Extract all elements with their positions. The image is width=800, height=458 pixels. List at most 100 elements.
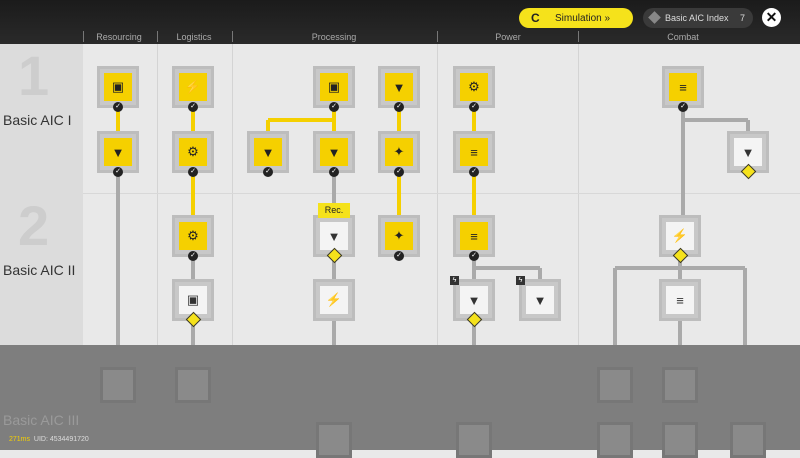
simulation-icon: C bbox=[531, 11, 540, 25]
tech-node[interactable]: ▣ ✓ bbox=[313, 66, 355, 112]
tech-node[interactable]: ▼ bbox=[727, 131, 769, 180]
connector-line bbox=[613, 268, 617, 345]
bolt-icon: ϟ bbox=[450, 276, 459, 285]
tech-node[interactable]: ⚙ ✓ bbox=[172, 131, 214, 177]
tech-node[interactable]: ▣ ✓ bbox=[97, 66, 139, 112]
search-icon bbox=[740, 163, 757, 180]
tier-numeral: 1 bbox=[18, 44, 50, 107]
tab-power[interactable]: Power bbox=[495, 32, 521, 42]
check-icon: ✓ bbox=[394, 167, 404, 177]
simulation-button[interactable]: C Simulation » bbox=[519, 8, 633, 28]
tech-node[interactable]: ⚡ bbox=[659, 215, 701, 264]
node-icon: ▣ bbox=[104, 73, 132, 101]
tier-label: Basic AIC I bbox=[3, 112, 72, 128]
locked-node bbox=[597, 367, 633, 403]
locked-node bbox=[662, 422, 698, 458]
tech-node[interactable]: ≡ ✓ bbox=[662, 66, 704, 112]
tech-node[interactable]: ≡ ✓ bbox=[453, 131, 495, 177]
node-icon: ✦ bbox=[385, 138, 413, 166]
tech-node[interactable]: ▼ ✓ bbox=[97, 131, 139, 177]
tech-node[interactable]: ▼ bbox=[313, 215, 355, 264]
node-icon: ▼ bbox=[385, 73, 413, 101]
tech-node[interactable]: ⚙ ✓ bbox=[172, 215, 214, 261]
uid: UID: 4534491720 bbox=[33, 436, 89, 443]
tech-node[interactable]: ▼ ✓ bbox=[378, 66, 420, 112]
tier-panel: 1 2 Basic AIC I Basic AIC II bbox=[0, 44, 83, 345]
node-icon: ⚙ bbox=[179, 222, 207, 250]
divider bbox=[437, 31, 438, 42]
node-icon: ▣ bbox=[179, 286, 207, 314]
tech-node[interactable]: ≡ ✓ bbox=[453, 215, 495, 261]
tech-node[interactable]: ✦ ✓ bbox=[378, 215, 420, 261]
connector-line bbox=[474, 266, 540, 270]
node-icon: ▼ bbox=[104, 138, 132, 166]
node-icon: ≡ bbox=[666, 286, 694, 314]
bolt-icon: ϟ bbox=[516, 276, 525, 285]
index-label: Basic AIC Index bbox=[665, 13, 729, 23]
tech-node[interactable]: ▼ ϟ bbox=[450, 276, 495, 328]
tech-node[interactable]: ▼ ✓ bbox=[247, 131, 289, 177]
check-icon: ✓ bbox=[469, 102, 479, 112]
check-icon: ✓ bbox=[188, 251, 198, 261]
check-icon: ✓ bbox=[469, 251, 479, 261]
node-icon: ▼ bbox=[320, 222, 348, 250]
check-icon: ✓ bbox=[678, 102, 688, 112]
tech-node[interactable]: ≡ bbox=[659, 279, 701, 321]
aic-index-button[interactable]: Basic AIC Index 7 bbox=[643, 8, 753, 28]
tech-node[interactable]: ⚡ ✓ bbox=[172, 66, 214, 112]
node-icon: ⚡ bbox=[666, 222, 694, 250]
close-button[interactable]: ✕ bbox=[762, 8, 781, 27]
node-icon: ▼ bbox=[460, 286, 488, 314]
tech-node[interactable]: ✦ ✓ bbox=[378, 131, 420, 177]
search-icon bbox=[466, 311, 483, 328]
tech-node[interactable]: ⚡ bbox=[313, 279, 355, 321]
locked-node bbox=[175, 367, 211, 403]
node-icon: ▼ bbox=[526, 286, 554, 314]
search-icon bbox=[326, 247, 343, 264]
divider bbox=[578, 31, 579, 42]
search-icon bbox=[185, 311, 202, 328]
tier-label: Basic AIC II bbox=[3, 262, 76, 278]
tech-node[interactable]: ▼ ϟ bbox=[516, 276, 561, 321]
check-icon: ✓ bbox=[113, 167, 123, 177]
node-icon: ▼ bbox=[320, 138, 348, 166]
connector-line bbox=[116, 152, 120, 345]
tech-node[interactable]: ▣ bbox=[172, 279, 214, 328]
check-icon: ✓ bbox=[329, 167, 339, 177]
connector-line bbox=[615, 266, 745, 270]
check-icon: ✓ bbox=[394, 251, 404, 261]
tab-combat[interactable]: Combat bbox=[667, 32, 699, 42]
check-icon: ✓ bbox=[188, 167, 198, 177]
index-value: 7 bbox=[739, 13, 745, 23]
locked-node bbox=[100, 367, 136, 403]
locked-node bbox=[597, 422, 633, 458]
connector-line bbox=[743, 268, 747, 345]
check-icon: ✓ bbox=[469, 167, 479, 177]
connector-line bbox=[681, 87, 685, 236]
connector-line bbox=[268, 118, 334, 122]
connector-line bbox=[116, 87, 120, 152]
node-icon: ≡ bbox=[460, 222, 488, 250]
check-icon: ✓ bbox=[263, 167, 273, 177]
tech-node[interactable]: ⚙ ✓ bbox=[453, 66, 495, 112]
check-icon: ✓ bbox=[188, 102, 198, 112]
node-icon: ▼ bbox=[254, 138, 282, 166]
node-icon: ▼ bbox=[734, 138, 762, 166]
node-icon: ⚡ bbox=[320, 286, 348, 314]
tier-numeral: 2 bbox=[18, 194, 50, 257]
status-footer: 271ms UID: 4534491720 bbox=[9, 436, 89, 443]
divider bbox=[157, 31, 158, 42]
node-icon: ≡ bbox=[460, 138, 488, 166]
ping: 271ms bbox=[9, 436, 31, 443]
tab-processing[interactable]: Processing bbox=[311, 32, 357, 42]
tech-node[interactable]: ▼ ✓ bbox=[313, 131, 355, 177]
tab-resourcing[interactable]: Resourcing bbox=[96, 32, 142, 42]
node-icon: ✦ bbox=[385, 222, 413, 250]
connector-line bbox=[683, 118, 748, 122]
locked-node bbox=[316, 422, 352, 458]
divider bbox=[83, 31, 84, 42]
tab-logistics[interactable]: Logistics bbox=[176, 32, 212, 42]
search-icon bbox=[672, 247, 689, 264]
tier-label: Basic AIC III bbox=[3, 412, 80, 428]
simulation-label: Simulation bbox=[555, 12, 602, 24]
